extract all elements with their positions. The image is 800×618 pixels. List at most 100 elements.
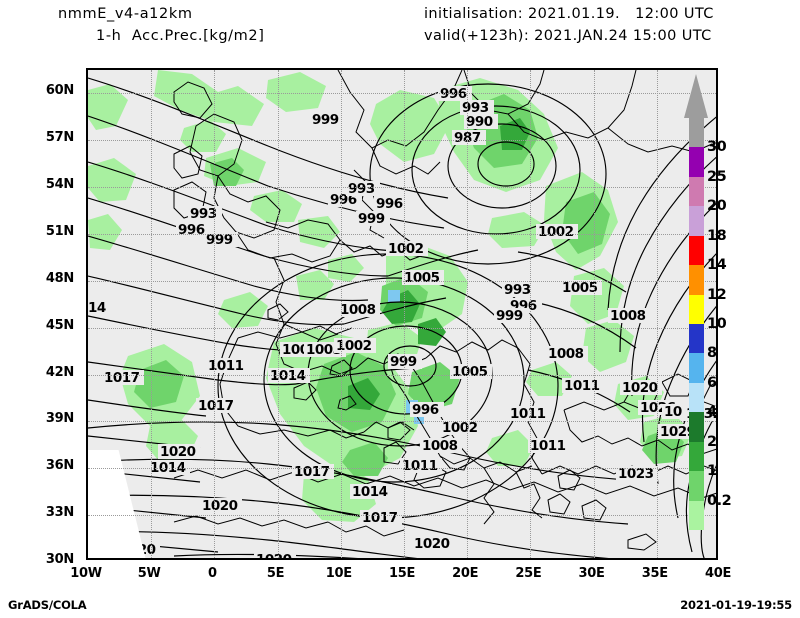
colorbar-segment[interactable] xyxy=(689,441,704,472)
y-axis-tick xyxy=(86,93,88,95)
colorbar-segment[interactable] xyxy=(689,412,704,442)
x-axis-tick xyxy=(594,558,596,560)
y-axis-label: 48N xyxy=(45,270,74,286)
svg-text:999: 999 xyxy=(206,232,233,248)
contour-labels: 999 996 993 996 996 993 990 987 993 996 … xyxy=(88,86,716,560)
colorbar-segment[interactable] xyxy=(689,471,704,501)
colorbar-tick-label: 10 xyxy=(707,316,727,332)
y-axis-label: 36N xyxy=(45,458,74,474)
svg-text:1002: 1002 xyxy=(388,241,424,257)
svg-text:1005: 1005 xyxy=(306,342,342,358)
svg-text:1014: 1014 xyxy=(270,368,306,384)
svg-text:1011: 1011 xyxy=(564,378,600,394)
colorbar-tick-label: 1 xyxy=(707,463,717,480)
gridline-horizontal xyxy=(88,374,716,376)
x-axis-label: 5W xyxy=(137,566,161,581)
svg-text:1008: 1008 xyxy=(340,302,376,318)
y-axis-label: 51N xyxy=(45,224,74,239)
x-axis-tick xyxy=(278,558,280,560)
colorbar-tick-label: 18 xyxy=(707,227,727,244)
colorbar-segment[interactable] xyxy=(689,382,704,413)
gridline-horizontal xyxy=(88,421,716,423)
svg-text:996: 996 xyxy=(376,196,403,212)
svg-text:999: 999 xyxy=(496,308,523,324)
colorbar-segment[interactable] xyxy=(689,353,704,383)
footer-timestamp: 2021-01-19-19:55 xyxy=(680,598,792,612)
initialisation-label: initialisation: 2021.01.19. 12:00 UTC xyxy=(424,6,714,22)
colorbar-segment[interactable] xyxy=(689,147,704,177)
colorbar-segment[interactable] xyxy=(689,294,704,324)
gridline-vertical xyxy=(593,70,595,558)
y-axis-label: 45N xyxy=(45,317,74,333)
svg-text:993: 993 xyxy=(462,100,489,116)
x-axis-tick xyxy=(404,558,406,560)
svg-text:996: 996 xyxy=(178,222,205,238)
svg-text:1011: 1011 xyxy=(402,458,438,474)
x-axis-label: 35E xyxy=(641,566,668,581)
colorbar-segment[interactable] xyxy=(689,206,704,236)
colorbar-segment[interactable] xyxy=(689,500,704,530)
x-axis-label: 40E xyxy=(704,566,732,581)
svg-text:1008: 1008 xyxy=(610,308,646,324)
colorbar-tick-label: 6 xyxy=(707,374,717,391)
svg-text:1011: 1011 xyxy=(510,406,546,422)
colorbar[interactable]: 0.2 1 2 4 6 8 10 12 14 18 20 25 30 xyxy=(684,74,732,530)
isobar-contour-layer: 999 996 993 996 996 993 990 987 993 996 … xyxy=(88,77,716,560)
gridline-vertical xyxy=(277,70,279,558)
gridline-vertical xyxy=(340,70,342,558)
gridline-horizontal xyxy=(88,187,716,189)
svg-text:999: 999 xyxy=(390,354,417,370)
x-axis-tick xyxy=(214,558,216,560)
svg-text:1020: 1020 xyxy=(202,498,238,514)
colorbar-tick-label: 2 xyxy=(707,433,717,450)
colorbar-segment[interactable] xyxy=(689,176,704,207)
x-axis-tick xyxy=(657,558,659,560)
svg-text:1014: 1014 xyxy=(352,484,388,500)
x-axis-tick xyxy=(151,558,153,560)
field-name-label: 1-h Acc.Prec.[kg/m2] xyxy=(96,28,265,44)
x-axis-tick xyxy=(467,558,469,560)
svg-text:1020: 1020 xyxy=(256,552,292,560)
gridline-vertical xyxy=(656,70,658,558)
svg-text:1014: 1014 xyxy=(150,460,186,476)
svg-text:990: 990 xyxy=(466,114,493,130)
svg-text:1017: 1017 xyxy=(362,510,398,526)
colorbar-segment[interactable] xyxy=(689,324,704,354)
valid-time-label: valid(+123h): 2021.JAN.24 15:00 UTC xyxy=(424,28,712,44)
y-axis-label: 39N xyxy=(45,411,74,427)
y-axis-label: 42N xyxy=(45,364,74,380)
svg-text:1002: 1002 xyxy=(442,420,478,436)
svg-text:1020: 1020 xyxy=(160,444,196,460)
gridline-vertical xyxy=(404,70,405,558)
svg-text:993: 993 xyxy=(504,282,531,298)
y-axis-label: 60N xyxy=(45,83,74,99)
x-axis-label: 0 xyxy=(208,566,217,581)
colorbar-over-arrow xyxy=(684,74,708,118)
colorbar-segment[interactable] xyxy=(689,235,704,266)
x-axis-tick xyxy=(530,558,532,560)
y-axis-tick xyxy=(86,234,88,236)
gridline-horizontal xyxy=(88,234,716,235)
chart-header: nmmE_v4-a12km 1-h Acc.Prec.[kg/m2] initi… xyxy=(0,0,800,60)
svg-text:999: 999 xyxy=(312,112,339,128)
svg-text:1017: 1017 xyxy=(294,464,330,480)
y-axis-tick xyxy=(86,187,88,189)
gridline-horizontal xyxy=(88,93,716,95)
colorbar-segment[interactable] xyxy=(689,265,704,295)
y-axis-tick xyxy=(86,375,88,377)
svg-text:1011: 1011 xyxy=(530,438,566,454)
svg-text:14: 14 xyxy=(88,300,106,316)
x-axis-label: 5E xyxy=(266,566,285,581)
colorbar-tick-label: 20 xyxy=(707,198,727,215)
colorbar-segment[interactable] xyxy=(689,118,704,148)
gridline-vertical xyxy=(530,70,532,558)
x-axis-label: 25E xyxy=(515,566,542,581)
y-axis-tick xyxy=(86,140,88,142)
svg-text:1008: 1008 xyxy=(422,438,458,454)
gridline-horizontal xyxy=(88,515,716,517)
svg-text:996: 996 xyxy=(412,402,439,418)
svg-text:993: 993 xyxy=(190,206,217,222)
footer-credit: GrADS/COLA xyxy=(8,598,87,612)
x-axis-label: 10E xyxy=(325,566,352,581)
gridline-vertical xyxy=(151,70,153,558)
